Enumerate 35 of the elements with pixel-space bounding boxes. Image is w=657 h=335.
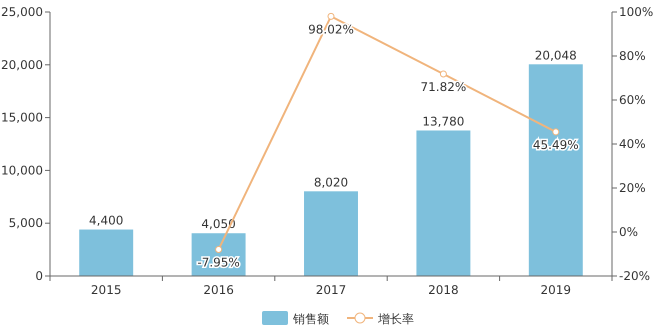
y2-tick-label: 20% — [619, 181, 646, 195]
y2-tick-label: 40% — [619, 137, 646, 151]
point — [328, 12, 334, 20]
bar — [528, 64, 583, 276]
data-label: 71.82% — [420, 80, 466, 94]
data-label: -7.95% — [197, 255, 240, 270]
bar — [79, 230, 134, 276]
y-tick-label: 10,000 — [1, 163, 43, 178]
y-tick-label: 0 — [35, 269, 43, 283]
x-tick-label: 2016 — [203, 283, 234, 297]
point — [440, 70, 447, 78]
data-label: 8,020 — [314, 175, 348, 190]
data-label: 13,780 — [422, 114, 464, 128]
y-tick-label: 5,000 — [8, 216, 43, 230]
y-tick-label: 15,000 — [1, 110, 43, 125]
x-tick-label: 2019 — [540, 283, 572, 297]
y2-tick-label: 100% — [619, 5, 654, 19]
bar — [416, 130, 470, 276]
point — [215, 246, 222, 253]
data-label: 45.49% — [532, 138, 579, 152]
x-tick-label: 2015 — [90, 283, 122, 297]
y2-tick-label: 0% — [619, 225, 638, 239]
y2-tick-label: 80% — [619, 49, 646, 63]
y-tick-label: 20,000 — [1, 58, 43, 72]
x-tick-label: 2018 — [428, 283, 459, 297]
data-label: 20,048 — [534, 48, 577, 62]
legend-label: 销售额 — [292, 312, 329, 326]
y-tick-label: 25,000 — [1, 5, 43, 19]
legend-label: 增长率 — [377, 312, 414, 326]
point — [552, 128, 560, 136]
data-label: 4,400 — [89, 214, 124, 228]
bar — [304, 191, 358, 276]
y2-tick-label: 60% — [619, 93, 646, 107]
x-tick-label: 2017 — [316, 283, 346, 297]
y2-tick-label: -20% — [619, 269, 650, 283]
